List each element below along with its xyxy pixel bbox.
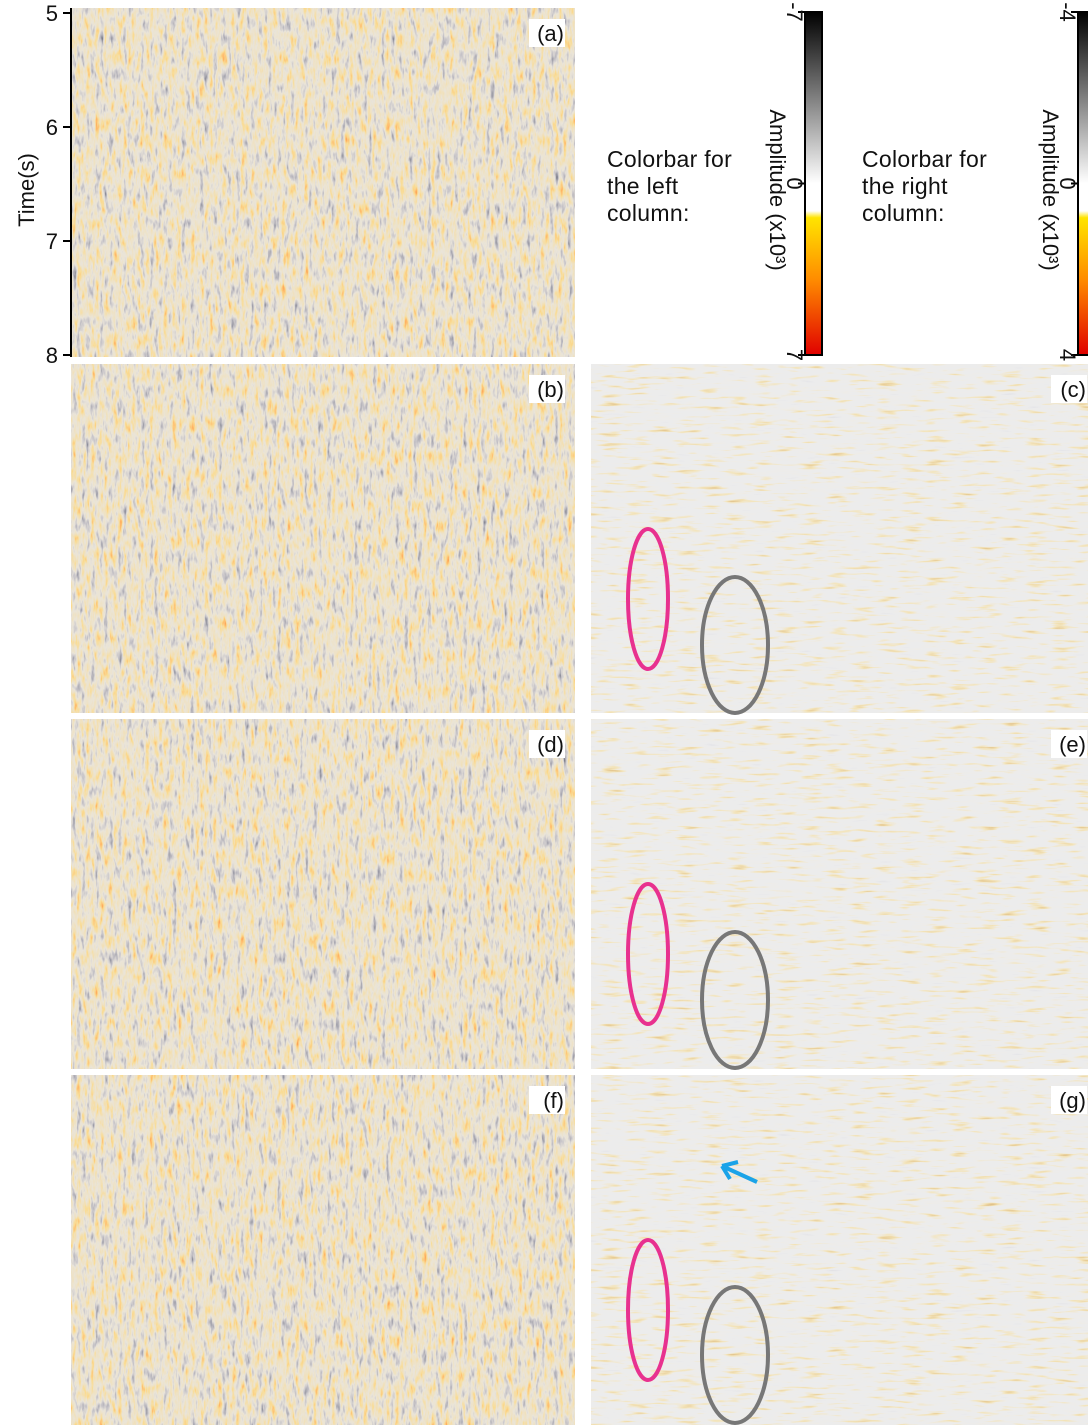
seismic-panel (70, 1074, 576, 1425)
tick-label: -7 (782, 2, 807, 22)
tick-label: 8 (46, 343, 58, 368)
panel-label: (e) (1059, 732, 1086, 757)
ellipse (626, 527, 670, 671)
seismic-panel (70, 718, 576, 1070)
tick-label: 0 (782, 177, 807, 189)
panel-label: (a) (537, 21, 564, 46)
tick-label: 0 (1055, 177, 1080, 189)
axis-label: Time(s) (14, 153, 39, 227)
tick-label: 5 (46, 1, 58, 26)
tick-label: 4 (1055, 349, 1080, 361)
panel-label: (c) (1060, 377, 1086, 402)
ellipse (626, 882, 670, 1026)
right-panels (590, 363, 1088, 1425)
panel-label: (d) (537, 732, 564, 757)
seismic-panel (70, 363, 576, 714)
colorbar-label: Amplitude (x10³) (765, 109, 790, 270)
panel-label: (b) (537, 377, 564, 402)
panel-label: (g) (1059, 1088, 1086, 1113)
seismic-panel (590, 363, 1088, 714)
arrow (720, 1160, 758, 1184)
colorbar-caption: Colorbar for the right column: (862, 146, 988, 226)
colorbar-caption: Colorbar for the left column: (607, 146, 733, 226)
ellipse (700, 930, 770, 1070)
label-box (1051, 1086, 1087, 1114)
label-box (529, 375, 565, 403)
ellipse (626, 1238, 670, 1382)
label-box (529, 1086, 565, 1114)
tick-label: 7 (782, 349, 807, 361)
label-box (1051, 730, 1087, 758)
ellipse (700, 575, 770, 715)
label-box (1051, 375, 1087, 403)
tick-label: 6 (46, 115, 58, 140)
ellipse (700, 1285, 770, 1425)
panel-label: (f) (543, 1088, 564, 1113)
left-panels (70, 7, 576, 1425)
tick-label: -4 (1055, 2, 1080, 22)
seismic-panel (590, 718, 1088, 1070)
tick-label: 7 (46, 229, 58, 254)
colorbar-label: Amplitude (x10³) (1038, 109, 1063, 270)
annotations (626, 527, 770, 1425)
label-box (529, 730, 565, 758)
label-box (529, 19, 565, 47)
seismic-panel (70, 7, 576, 358)
seismic-panel (590, 1074, 1088, 1425)
